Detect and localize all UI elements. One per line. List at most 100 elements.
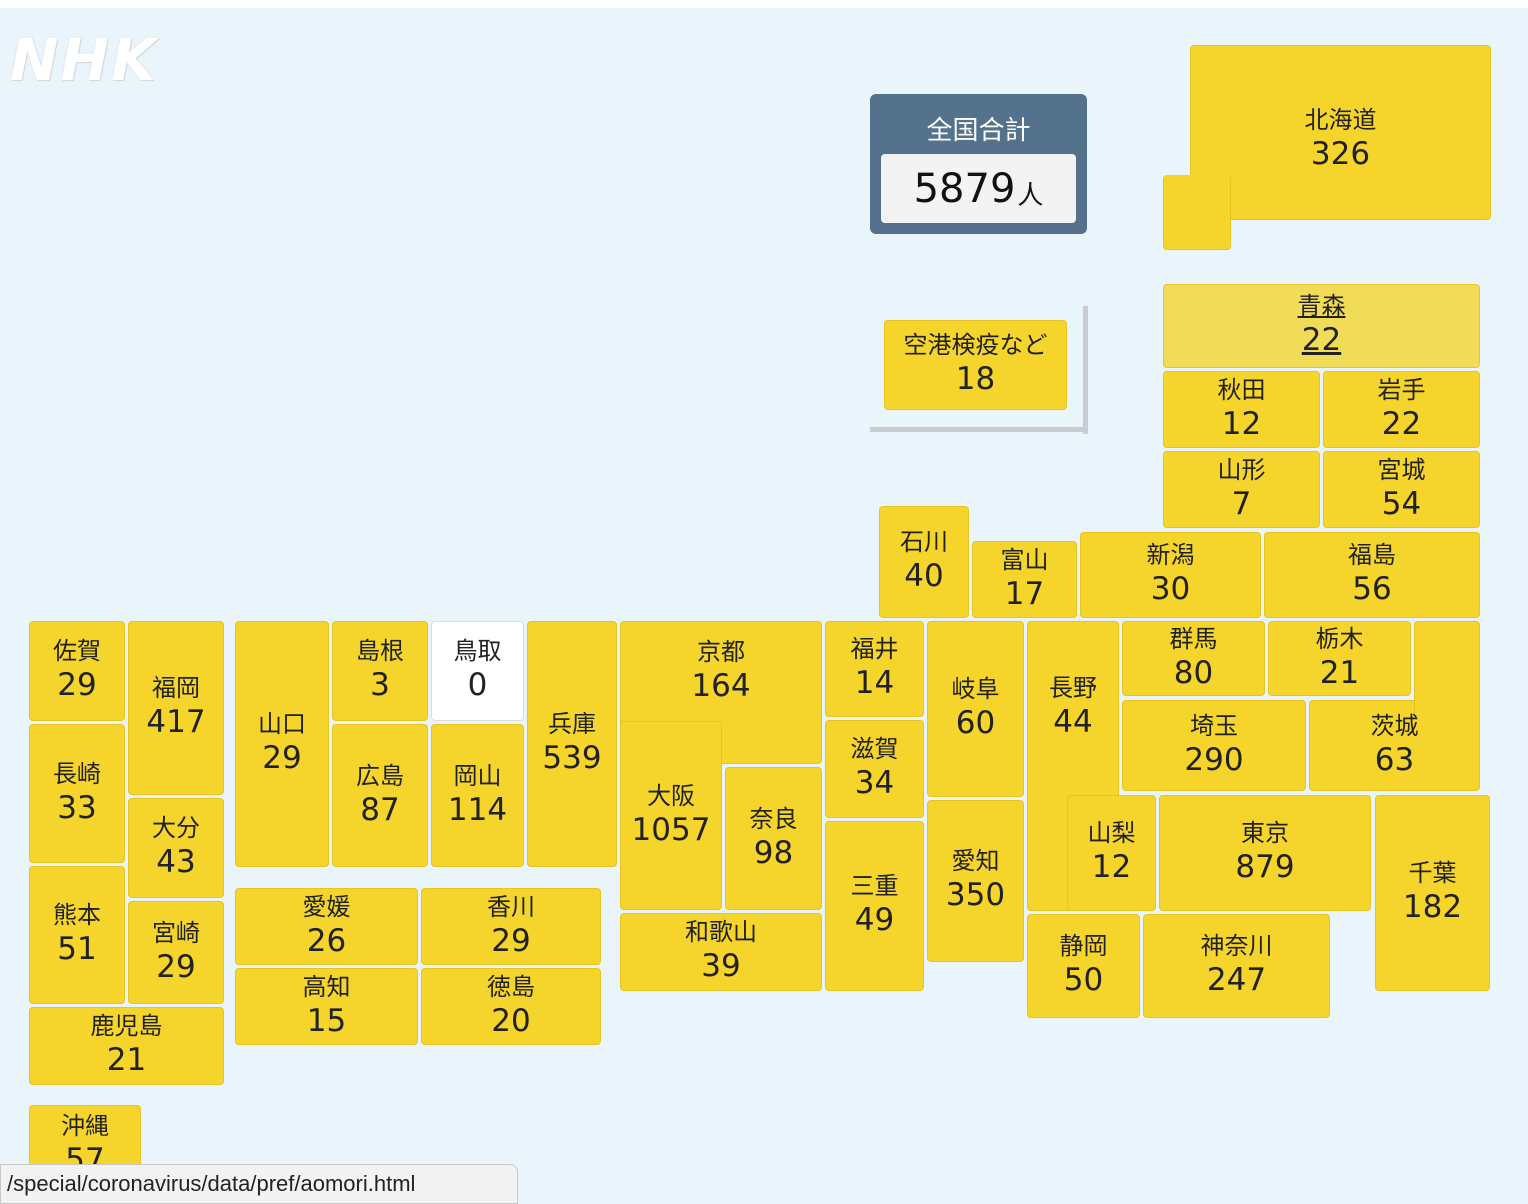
pref-value: 1057 [631,811,711,848]
pref-hiroshima[interactable]: 広島 87 [332,724,428,867]
pref-value: 7 [1231,485,1252,522]
pref-value: 114 [447,791,508,828]
pref-name: 東京 [1241,819,1289,848]
pref-nara[interactable]: 奈良 98 [725,767,822,910]
national-total-unit: 人 [1017,181,1044,211]
pref-value: 60 [955,705,996,742]
pref-value: 15 [306,1002,347,1039]
pref-fukui[interactable]: 福井 14 [825,621,924,717]
national-total-card: 全国合計 5879 人 [870,94,1087,234]
pref-wakayama[interactable]: 和歌山 39 [620,913,822,991]
pref-value: 98 [753,834,794,871]
pref-name: 大阪 [647,781,695,810]
pref-name: 富山 [1000,545,1049,574]
pref-value: 12 [1221,405,1262,442]
national-total-value: 5879 [913,165,1016,212]
pref-name: 高知 [302,972,351,1001]
pref-yamagata[interactable]: 山形 7 [1163,451,1320,528]
pref-aomori[interactable]: 青森 22 [1163,284,1480,368]
pref-value: 12 [1091,849,1132,886]
pref-fukuoka[interactable]: 福岡 417 [128,621,224,795]
pref-value: 43 [156,844,196,881]
pref-toyama[interactable]: 富山 17 [972,541,1077,618]
pref-name: 愛媛 [302,892,351,921]
pref-value: 20 [491,1002,531,1039]
pref-name: 茨城 [1370,711,1419,740]
pref-nagasaki[interactable]: 長崎 33 [29,724,125,863]
pref-shimane[interactable]: 島根 3 [332,621,428,721]
pref-gifu[interactable]: 岐阜 60 [927,621,1024,797]
pref-name: 山梨 [1087,819,1136,848]
pref-hokkaido-tail[interactable] [1163,175,1231,250]
pref-osaka[interactable]: 大阪 1057 [620,721,722,910]
pref-value: 63 [1374,741,1415,778]
pref-name: 岐阜 [951,675,1000,704]
pref-name: 千葉 [1408,859,1457,888]
pref-shizuoka[interactable]: 静岡 50 [1027,914,1140,1018]
pref-value: 350 [945,877,1006,914]
pref-kochi[interactable]: 高知 15 [235,968,418,1045]
pref-value: 182 [1402,889,1463,926]
pref-miyagi[interactable]: 宮城 54 [1323,451,1480,528]
pref-name: 山形 [1217,455,1266,484]
pref-ibaraki-top[interactable] [1414,621,1480,716]
pref-fukushima[interactable]: 福島 56 [1264,532,1480,618]
pref-saga[interactable]: 佐賀 29 [29,621,125,721]
pref-tokyo[interactable]: 東京 879 [1159,795,1371,911]
pref-kagoshima[interactable]: 鹿児島 21 [29,1007,224,1085]
pref-ehime[interactable]: 愛媛 26 [235,888,418,965]
pref-chiba[interactable]: 千葉 182 [1375,795,1490,991]
pref-tochigi[interactable]: 栃木 21 [1268,621,1411,696]
pref-oita[interactable]: 大分 43 [128,798,224,898]
pref-name: 長野 [1049,674,1097,702]
pref-value: 39 [701,948,741,985]
pref-value: 247 [1206,962,1267,999]
pref-airport-quarantine[interactable]: 空港検疫など 18 [884,320,1067,410]
pref-name: 愛知 [951,847,1000,876]
pref-value: 879 [1235,849,1295,886]
pref-kumamoto[interactable]: 熊本 51 [29,866,125,1004]
pref-aichi[interactable]: 愛知 350 [927,800,1024,962]
pref-gunma[interactable]: 群馬 80 [1122,621,1265,696]
pref-kagawa[interactable]: 香川 29 [421,888,601,965]
pref-tokushima[interactable]: 徳島 20 [421,968,601,1045]
pref-yamanashi[interactable]: 山梨 12 [1067,795,1156,911]
pref-yamaguchi[interactable]: 山口 29 [235,621,329,867]
pref-name: 静岡 [1059,932,1108,961]
pref-value: 50 [1063,962,1104,999]
pref-value: 14 [854,665,895,702]
pref-niigata[interactable]: 新潟 30 [1080,532,1261,618]
pref-okayama[interactable]: 岡山 114 [431,724,524,867]
pref-value: 18 [955,361,996,398]
pref-name: 秋田 [1217,375,1266,404]
pref-name: 福島 [1348,541,1396,570]
pref-shiga[interactable]: 滋賀 34 [825,720,924,818]
pref-kanagawa[interactable]: 神奈川 247 [1143,914,1330,1018]
pref-value: 22 [1381,405,1422,442]
pref-name: 和歌山 [685,918,757,947]
pref-tottori[interactable]: 鳥取 0 [431,621,524,721]
pref-ishikawa[interactable]: 石川 40 [879,506,969,618]
pref-name: 神奈川 [1200,932,1273,961]
pref-saitama[interactable]: 埼玉 290 [1122,700,1306,791]
pref-name: 熊本 [53,901,101,930]
pref-name: 広島 [356,761,404,790]
status-bar-url: /special/coronavirus/data/pref/aomori.ht… [0,1164,518,1204]
pref-mie[interactable]: 三重 49 [825,821,924,991]
pref-value: 29 [491,922,531,959]
pref-value: 87 [360,791,400,828]
pref-name: 北海道 [1304,106,1377,134]
pref-miyazaki[interactable]: 宮崎 29 [128,901,224,1004]
pref-value: 80 [1173,654,1214,691]
national-total-label: 全国合計 [926,116,1031,146]
pref-value: 44 [1053,703,1093,740]
pref-akita[interactable]: 秋田 12 [1163,371,1320,448]
national-total-box: 5879 人 [881,154,1076,223]
pref-hokkaido[interactable]: 北海道 326 [1190,45,1491,220]
pref-iwate[interactable]: 岩手 22 [1323,371,1480,448]
pref-name: 兵庫 [548,710,596,739]
pref-name: 奈良 [749,804,798,833]
pref-hyogo[interactable]: 兵庫 539 [527,621,617,867]
pref-name: 栃木 [1315,624,1364,653]
pref-value: 21 [106,1042,147,1079]
